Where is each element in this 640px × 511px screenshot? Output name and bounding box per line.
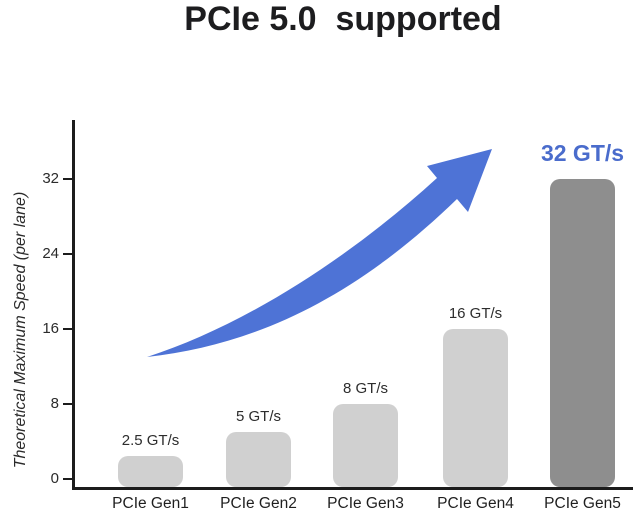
y-tick-label: 32 <box>42 169 59 187</box>
y-tick-mark <box>63 252 73 255</box>
x-axis-label-gen5: PCIe Gen5 <box>544 495 621 511</box>
bar-group-pcie-gen4: 16 GT/s PCIe Gen4 <box>437 305 514 511</box>
bar-value-label: 8 GT/s <box>342 380 388 397</box>
y-tick-label: 8 <box>50 394 59 412</box>
bar-group-pcie-gen2: 5 GT/s PCIe Gen2 <box>220 408 297 511</box>
y-tick-label: 24 <box>42 244 59 262</box>
x-axis-label-gen2: PCIe Gen2 <box>220 495 297 511</box>
bar-group-pcie-gen5: 32 GT/s PCIe Gen5 <box>541 140 624 511</box>
y-tick-mark <box>63 477 73 480</box>
y-tick-mark <box>63 402 73 405</box>
bar-pcie-gen1 <box>118 455 183 487</box>
y-tick-label: 16 <box>42 319 59 337</box>
y-tick-mark <box>63 177 73 180</box>
y-axis-line <box>72 120 75 490</box>
bar-pcie-gen2 <box>226 432 291 487</box>
bar-value-label: 2.5 GT/s <box>121 431 180 449</box>
x-axis-label-gen1: PCIe Gen1 <box>112 495 189 511</box>
chart-title: PCIe 5.0 supported <box>184 0 502 38</box>
bar-pcie-gen3 <box>333 404 398 487</box>
x-axis-line <box>72 487 633 490</box>
y-tick-label: 0 <box>50 469 59 487</box>
bar-group-pcie-gen1: 2.5 GT/s PCIe Gen1 <box>112 431 189 511</box>
bar-pcie-gen5 <box>550 179 615 487</box>
x-axis-label-gen4: PCIe Gen4 <box>437 495 514 511</box>
x-axis-label-gen3: PCIe Gen3 <box>327 495 404 511</box>
y-tick-mark <box>63 327 73 330</box>
bar-pcie-gen4 <box>443 329 508 487</box>
bar-group-pcie-gen3: 8 GT/s PCIe Gen3 <box>327 380 404 511</box>
bar-value-label: 5 GT/s <box>235 408 281 426</box>
highlight-value-label: 32 GT/s <box>540 140 625 166</box>
bar-value-label: 16 GT/s <box>448 305 503 322</box>
